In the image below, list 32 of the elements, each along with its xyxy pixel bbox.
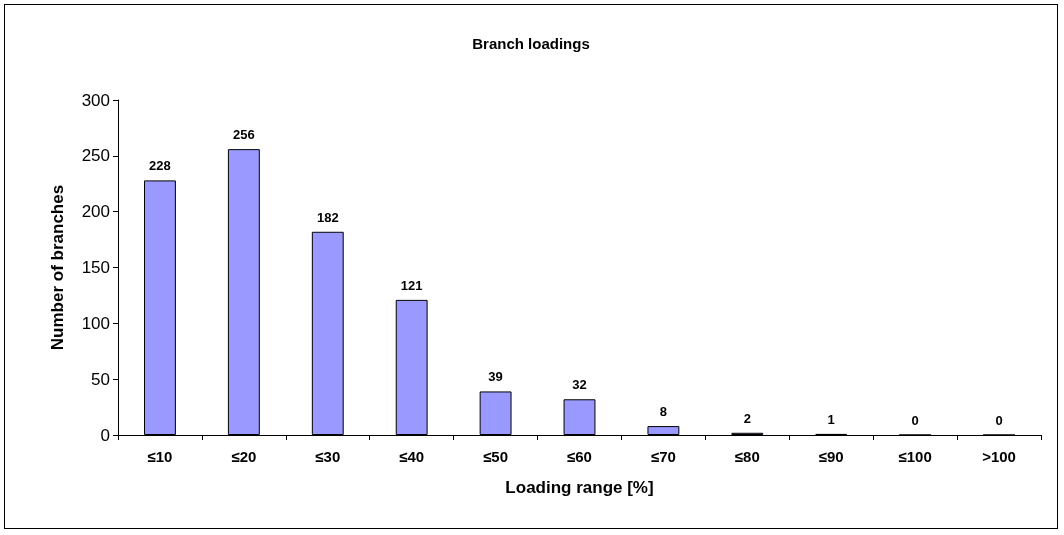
- x-tick-label: ≤20: [231, 448, 257, 465]
- y-axis-title: Number of branches: [48, 184, 67, 351]
- data-label: 32: [572, 377, 587, 393]
- data-label: 1: [827, 411, 835, 427]
- x-tick-label: ≤90: [818, 448, 844, 465]
- y-tick-label: 50: [91, 369, 110, 389]
- y-tick-label: 0: [100, 425, 110, 445]
- x-tick-label: >100: [982, 448, 1016, 465]
- data-label: 2: [743, 410, 751, 426]
- y-tick-label: 100: [81, 313, 110, 333]
- x-tick-label: ≤40: [399, 448, 425, 465]
- data-label: 121: [400, 277, 423, 293]
- x-tick-label: ≤70: [650, 448, 676, 465]
- x-tick-label: ≤80: [734, 448, 760, 465]
- data-label: 228: [149, 158, 171, 174]
- y-tick-label: 250: [81, 146, 110, 166]
- data-label: 256: [233, 127, 255, 143]
- x-tick-label: ≤30: [315, 448, 341, 465]
- x-tick-label: ≤100: [898, 448, 932, 465]
- chart-title: Branch loadings: [472, 35, 590, 52]
- data-label: 39: [488, 369, 503, 385]
- y-tick-label: 150: [81, 258, 110, 277]
- data-label: 0: [911, 412, 919, 428]
- data-label: 8: [659, 404, 668, 420]
- data-label: 0: [995, 412, 1003, 428]
- x-tick-label: ≤10: [147, 448, 173, 465]
- y-tick-label: 300: [81, 90, 110, 110]
- x-axis-title: Loading range [%]: [505, 478, 654, 497]
- data-label: 182: [316, 209, 339, 225]
- x-tick-label: ≤60: [567, 448, 592, 465]
- y-tick-label: 200: [81, 202, 110, 222]
- x-tick-label: ≤50: [483, 448, 509, 465]
